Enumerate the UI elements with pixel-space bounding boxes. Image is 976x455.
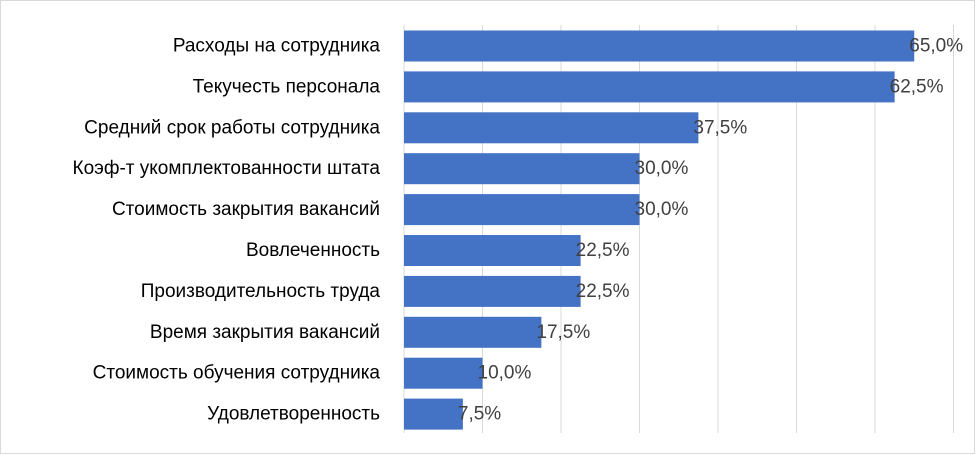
category-label: Средний срок работы сотрудника [84,117,380,138]
category-label: Удовлетворенность [207,404,380,425]
bar [404,316,542,348]
data-label: 10,0% [478,363,532,384]
data-label: 30,0% [635,158,689,179]
bar [404,275,581,307]
value-labels: 65,0%62,5%37,5%30,0%30,0%22,5%22,5%17,5%… [458,36,963,425]
data-label: 22,5% [576,240,630,261]
category-label: Стоимость обучения сотрудника [93,363,381,384]
category-labels: Расходы на сотрудника Текучесть персонала… [73,36,381,425]
bar [404,398,463,430]
category-label: Текучесть персонала [193,76,381,97]
category-label: Вовлеченность [246,240,380,261]
bar [404,153,640,185]
bar [404,30,915,62]
bar [404,235,581,266]
data-label: 37,5% [693,117,747,138]
bar [404,71,895,103]
bar [404,112,699,144]
data-label: 65,0% [909,36,963,57]
category-label: Время закрытия вакансий [150,322,380,343]
category-label: Коэф-т укомплектованности штата [73,158,381,179]
data-label: 17,5% [536,322,590,343]
bar [404,194,640,226]
data-label: 30,0% [635,199,689,220]
data-label: 7,5% [458,404,501,425]
data-label: 22,5% [576,281,630,302]
category-label: Производительность труда [141,281,381,302]
category-label: Расходы на сотрудника [173,36,381,57]
data-label: 62,5% [890,76,944,97]
category-label: Стоимость закрытия вакансий [112,199,380,220]
bar [404,357,483,389]
bars [404,30,915,430]
